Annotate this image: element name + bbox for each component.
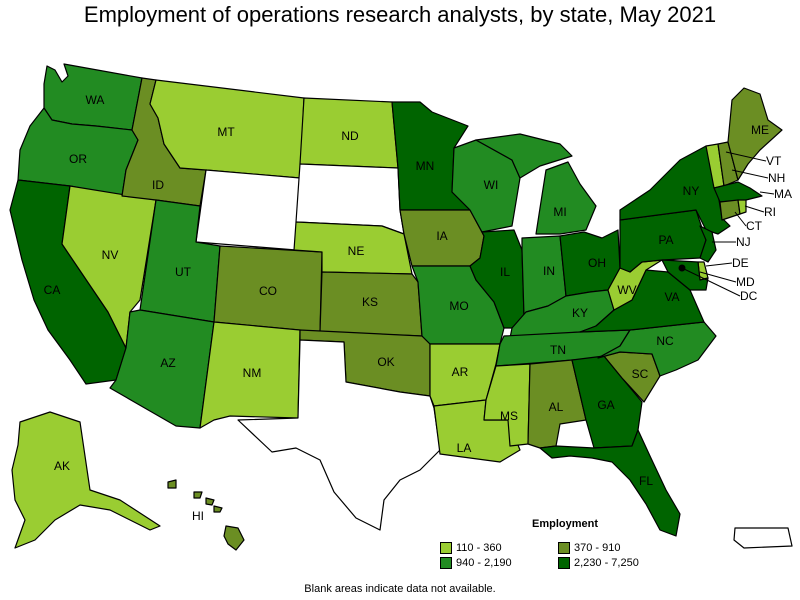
legend-item-2: 370 - 910 [558, 542, 670, 554]
state-RI [737, 199, 747, 215]
legend-swatch-2 [558, 542, 570, 554]
state-HI [167, 479, 245, 551]
state-IL [469, 229, 525, 329]
state-FL [539, 429, 681, 537]
legend-item-3: 940 - 2,190 [440, 557, 558, 569]
label-MN: MN [416, 159, 435, 173]
label-NH: NH [768, 171, 785, 185]
label-RI: RI [764, 205, 776, 219]
label-NV: NV [102, 248, 119, 262]
map-title: Employment of operations research analys… [83, 2, 717, 27]
label-GA: GA [597, 398, 614, 412]
legend-label-3: 940 - 2,190 [456, 557, 512, 569]
legend-swatch-1 [440, 542, 452, 554]
state-WY [195, 169, 301, 251]
state-MD [661, 259, 709, 291]
label-NE: NE [348, 244, 365, 258]
legend-item-1: 110 - 360 [440, 542, 558, 554]
label-KS: KS [362, 295, 378, 309]
label-OH: OH [588, 256, 606, 270]
legend-label-2: 370 - 910 [574, 542, 621, 554]
label-MS: MS [500, 409, 518, 423]
label-CT: CT [746, 219, 763, 233]
label-KY: KY [572, 306, 588, 320]
label-NM: NM [243, 366, 262, 380]
state-TX [237, 339, 441, 531]
label-WA: WA [86, 93, 105, 107]
legend-swatch-4 [558, 557, 570, 569]
label-NC: NC [656, 334, 674, 348]
label-HI: HI [192, 509, 204, 523]
label-MA: MA [774, 187, 792, 201]
label-DE: DE [732, 256, 749, 270]
label-MT: MT [217, 125, 235, 139]
legend-title: Employment [531, 518, 598, 530]
legend-swatch-3 [440, 557, 452, 569]
label-ND: ND [341, 129, 359, 143]
label-IL: IL [500, 265, 510, 279]
label-ID: ID [152, 178, 164, 192]
label-AZ: AZ [160, 356, 175, 370]
state-NC [597, 321, 717, 377]
legend-label-1: 110 - 360 [456, 542, 502, 554]
label-WV: WV [617, 283, 636, 297]
label-WI: WI [484, 178, 499, 192]
label-TN: TN [550, 343, 566, 357]
label-OK: OK [377, 355, 394, 369]
label-IA: IA [436, 229, 447, 243]
label-NJ: NJ [736, 235, 751, 249]
label-IN: IN [543, 264, 555, 278]
label-VT: VT [766, 154, 782, 168]
label-OR: OR [69, 152, 87, 166]
state-PR [733, 527, 793, 549]
label-SC: SC [632, 367, 649, 381]
label-MO: MO [449, 299, 468, 313]
label-AL: AL [549, 400, 564, 414]
label-DC: DC [740, 289, 758, 303]
legend-grid: 110 - 360 370 - 910 940 - 2,190 2,230 - … [440, 542, 670, 569]
label-AK: AK [54, 459, 70, 473]
footnote: Blank areas indicate data not available. [304, 583, 496, 595]
legend: Employment 110 - 360 370 - 910 940 - 2,1… [440, 518, 670, 569]
state-CT [719, 199, 741, 221]
state-NJ [699, 225, 717, 263]
label-VA: VA [664, 290, 679, 304]
label-MD: MD [736, 275, 755, 289]
state-labels: WA OR CA NV ID MT UT AZ CO NM ND NE KS O… [44, 93, 792, 523]
label-FL: FL [639, 474, 653, 488]
label-PA: PA [658, 233, 673, 247]
label-NY: NY [683, 184, 700, 198]
label-MI: MI [553, 205, 566, 219]
label-CO: CO [259, 284, 277, 298]
label-UT: UT [175, 265, 192, 279]
label-LA: LA [457, 441, 472, 455]
state-MI [475, 133, 597, 235]
label-ME: ME [751, 123, 769, 137]
label-CA: CA [44, 283, 61, 297]
state-AK [11, 411, 161, 549]
state-NY [619, 145, 731, 235]
label-AR: AR [452, 365, 469, 379]
legend-item-4: 2,230 - 7,250 [558, 557, 670, 569]
legend-label-4: 2,230 - 7,250 [574, 557, 639, 569]
